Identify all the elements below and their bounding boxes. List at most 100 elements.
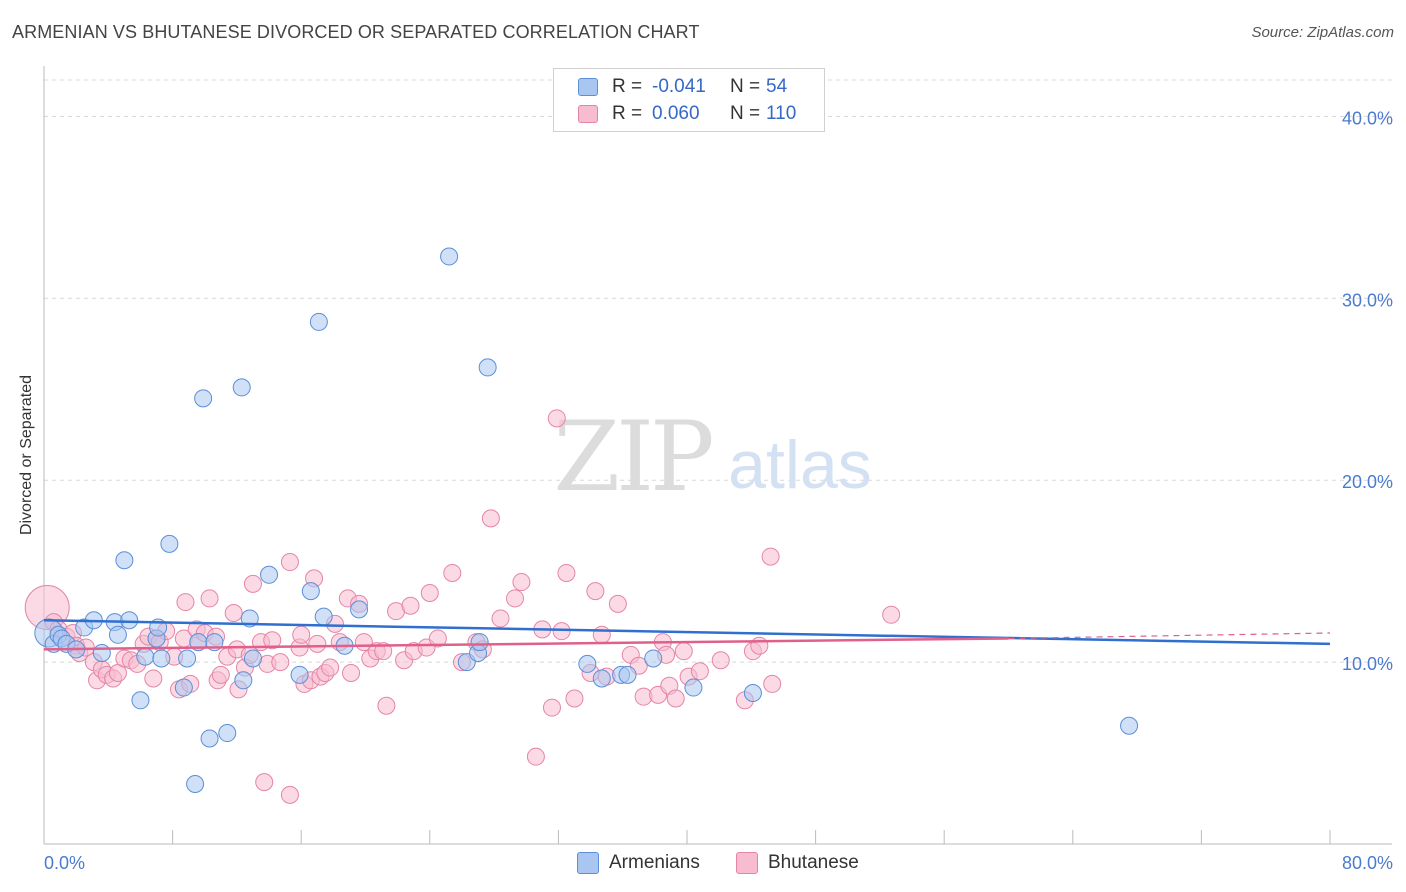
bhutanese-point [443,563,462,582]
armenian-point [301,582,320,601]
armenian-swatch [578,78,598,96]
legend-label: Armenians [609,852,700,873]
armenian-point [115,551,134,570]
bhutanese-trend-line [43,637,1009,651]
bhutanese-point [526,747,545,766]
armenian-point [260,565,279,584]
armenian-point [108,625,127,644]
chart-title: ARMENIAN VS BHUTANESE DIVORCED OR SEPARA… [12,22,700,42]
armenian-point [234,671,253,690]
trend-lines [43,619,1331,651]
bhutanese-point [271,653,290,672]
bhutanese-point [263,631,282,650]
armenian-point [218,724,237,743]
bhutanese-point [321,658,340,677]
bhutanese-point [374,642,393,661]
bhutanese-point [882,605,901,624]
r-value: 0.060 [652,103,700,124]
stats-legend: R = -0.041 N = 54 R = 0.060 N = 110 [553,68,825,132]
armenian-point [440,247,459,266]
bhutanese-point [420,583,439,602]
bhutanese-point [292,625,311,644]
bhutanese-point [243,574,262,593]
bhutanese-point [552,622,571,641]
bhutanese-swatch [578,105,598,123]
armenian-point [314,607,333,626]
armenian-point [200,729,219,748]
source-label: Source: ZipAtlas.com [1251,24,1394,41]
gridlines [44,79,1392,663]
y-tick-label: 10.0% [1342,654,1393,674]
armenian-point [186,774,205,793]
armenian-point [232,378,251,397]
bhutanese-point [280,785,299,804]
armenian-point [470,633,489,652]
armenian-point [136,647,155,666]
bhutanese-point [750,636,769,655]
tick-labels: 10.0% 20.0% 30.0% 40.0% 0.0% 80.0% [44,108,1393,873]
bhutanese-point [377,696,396,715]
armenian-point [92,644,111,662]
bhutanese-point [763,674,782,693]
bhutanese-point [481,509,500,528]
armenian-point [131,691,150,710]
armenian-point [644,649,663,668]
bhutanese-point [280,553,299,572]
legend-item-bhutanese: Bhutanese [736,852,859,874]
bhutanese-point [592,625,611,644]
armenian-point [684,678,703,697]
armenian-point [120,611,139,630]
r-value: -0.041 [652,76,706,97]
armenian-point [618,665,637,684]
legend-row-armenians: R = -0.041 N = 54 [578,74,787,100]
n-value: 54 [766,76,788,97]
bhutanese-point [491,609,510,628]
bhutanese-point [512,573,531,592]
bhutanese-point [505,589,524,608]
bhutanese-point [255,773,274,792]
x-tick-label: 0.0% [44,853,85,873]
bhutanese-point [674,642,693,661]
armenian-point [160,534,179,553]
n-label: N = [730,103,761,124]
bhutanese-swatch [736,852,758,874]
bhutanese-point [211,665,230,684]
armenian-point [178,649,197,668]
armenian-point [240,609,259,628]
bhutanese-point [342,664,361,683]
bhutanese-point [690,662,709,681]
bhutanese-point [547,409,566,428]
bhutanese-point [542,698,561,717]
bhutanese-point [200,589,219,608]
watermark-zip: ZIP [553,401,712,513]
bhutanese-point [428,629,447,648]
bhutanese-point [586,582,605,601]
bhutanese-point [666,689,685,708]
n-value: 110 [766,103,797,124]
armenian-point [152,649,171,668]
armenian-point [578,654,597,673]
watermark-atlas: atlas [728,427,872,503]
armenian-point [743,684,762,703]
armenian-trend-line [43,619,1331,646]
legend-label: Bhutanese [768,852,859,873]
r-label: R = [612,103,643,124]
bhutanese-point [565,689,584,708]
legend-row-bhutanese: R = 0.060 N = 110 [578,101,796,127]
bhutanese-point [401,596,420,615]
armenian-point [243,649,262,668]
armenian-point [309,312,328,331]
armenian-point [194,389,213,408]
armenian-point [1120,716,1139,735]
legend-item-armenians: Armenians [577,852,700,874]
armenian-swatch [577,852,599,874]
bhutanese-point [608,594,627,613]
y-tick-label: 30.0% [1342,290,1393,310]
y-tick-label: 40.0% [1342,108,1393,128]
bhutanese-point [761,547,780,566]
bhutanese-point [557,563,576,582]
bhutanese-point [176,593,195,612]
armenian-point [350,600,369,619]
armenian-point [478,358,497,377]
